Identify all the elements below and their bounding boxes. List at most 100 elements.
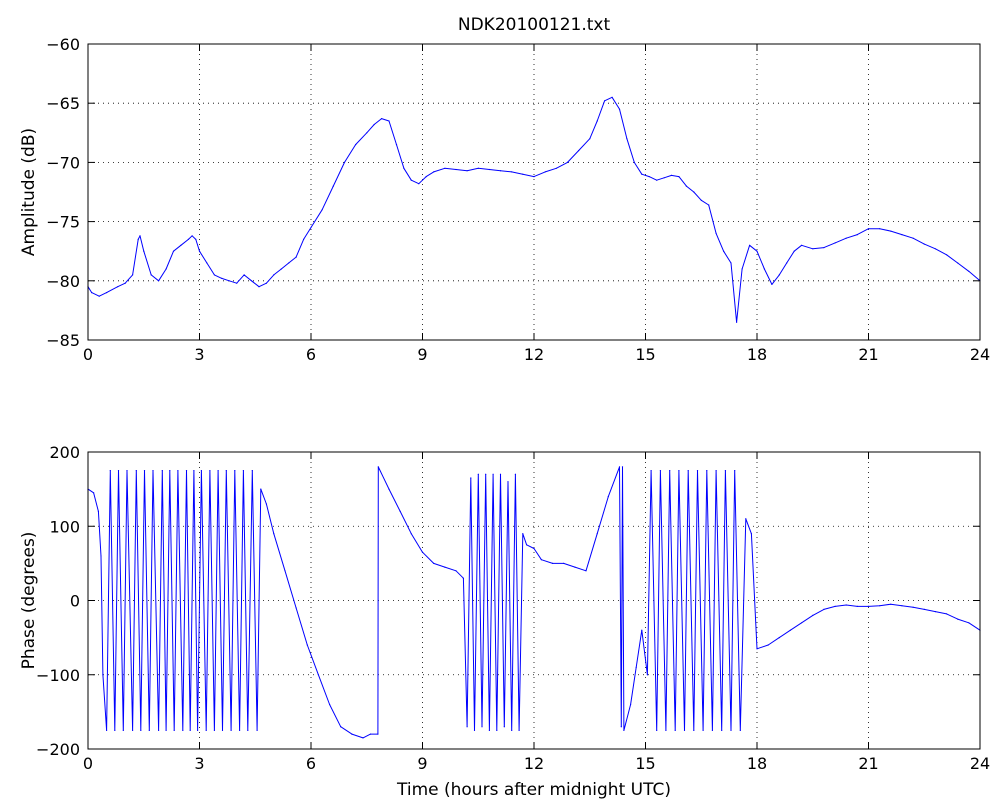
amplitude-data-point (934, 248, 937, 250)
phase-data-point (706, 470, 708, 472)
amplitude-data-point (656, 179, 658, 181)
amplitude-data-point (139, 235, 141, 237)
phase-data-point (242, 470, 244, 472)
amplitude-data-point (143, 250, 145, 252)
y-tick-label-100: −100 (36, 666, 80, 685)
amplitude-data-point (466, 170, 468, 172)
phase-data-point (251, 470, 253, 472)
amplitude-data-point (388, 120, 390, 122)
phase-data-point (109, 470, 111, 472)
phase-data-point (635, 666, 637, 668)
amplitude-data-point (845, 237, 847, 239)
phase-data-point (901, 605, 903, 607)
phase-data-point (890, 603, 892, 605)
phase-data-point (239, 729, 241, 732)
amplitude-data-point (693, 191, 695, 193)
phase-data-point (620, 726, 622, 728)
y-tick-label-100: 100 (49, 517, 80, 536)
phase-data-point (499, 473, 502, 475)
phase-data-point (473, 729, 476, 732)
phase-data-point (856, 605, 858, 608)
phase-data-point (481, 726, 483, 728)
amplitude-data-point (611, 96, 613, 98)
phase-data-point (351, 733, 353, 735)
y-tick-label-75: −75 (46, 213, 80, 232)
phase-data-point (659, 470, 662, 472)
amplitude-data-point (736, 321, 738, 323)
y-tick-label-60: −60 (46, 35, 80, 54)
phase-data-point (421, 551, 424, 553)
amplitude-data-point (730, 262, 732, 264)
phase-data-point (177, 470, 179, 472)
amplitude-data-point (511, 171, 513, 173)
phase-data-point (260, 488, 262, 490)
amplitude-data-point (355, 144, 357, 146)
phase-data-point (767, 644, 769, 646)
phase-data-point (630, 703, 632, 706)
x-tick-label-24: 24 (970, 345, 990, 364)
amplitude-data-point (544, 171, 546, 173)
x-tick-label-18: 18 (747, 754, 767, 773)
x-tick-label-21: 21 (858, 754, 878, 773)
phase-data-point (126, 470, 128, 472)
phase-data-point (683, 729, 686, 732)
phase-panel: 0 3 6 9 12 15 18 21 24 −200 −100 0 100 200 Phase (degr… (19, 443, 990, 800)
amplitude-data-point (968, 270, 970, 272)
phase-data-point (492, 473, 494, 475)
amplitude-data-point (444, 167, 446, 169)
amplitude-data-point (288, 262, 290, 264)
amplitude-data-point (250, 280, 253, 282)
phase-series-line (87, 466, 981, 739)
amplitude-data-point (488, 168, 490, 171)
y-tick-label-65: −65 (46, 94, 80, 113)
x-tick-label-3: 3 (194, 754, 204, 773)
phase-data-point (158, 729, 160, 732)
phase-data-point (140, 729, 142, 732)
phase-data-point (650, 470, 652, 472)
phase-data-point (377, 466, 379, 468)
phase-data-point (678, 470, 680, 472)
phase-data-point (623, 729, 625, 732)
amplitude-data-point (410, 179, 412, 181)
amplitude-data-point (381, 118, 383, 120)
amplitude-data-point (700, 199, 702, 201)
x-tick-label-0: 0 (83, 754, 93, 773)
amplitude-data-point (221, 277, 223, 279)
amplitude-data-point (778, 274, 780, 276)
amplitude-data-point (265, 282, 267, 284)
phase-data-point (161, 470, 163, 472)
amplitude-data-point (332, 185, 334, 187)
amplitude-data-point (228, 280, 230, 282)
amplitude-data-point (890, 230, 892, 232)
phase-data-point (756, 648, 758, 650)
phase-data-point (789, 629, 792, 631)
amplitude-data-point (670, 174, 673, 176)
y-tick-label-200: 200 (49, 443, 80, 462)
amplitude-data-point (856, 234, 858, 236)
phase-data-point (934, 611, 937, 613)
phase-data-point (585, 570, 587, 572)
phase-data-point (122, 729, 124, 732)
x-tick-label-9: 9 (417, 345, 427, 364)
phase-data-point (665, 729, 667, 732)
phase-data-point (488, 729, 490, 732)
phase-data-point (106, 729, 108, 732)
amplitude-data-point (555, 167, 557, 169)
amplitude-data-point (834, 242, 836, 244)
phase-data-point (522, 533, 524, 535)
phase-data-point (503, 726, 505, 728)
amplitude-data-point (395, 144, 398, 146)
amplitude-data-point (137, 238, 139, 240)
phase-data-point (687, 470, 689, 472)
phase-data-point (621, 466, 624, 468)
amplitude-data-point (165, 268, 167, 270)
amplitude-data-point (172, 250, 175, 252)
amplitude-data-point (366, 132, 368, 134)
plot-frame (87, 43, 981, 341)
phase-data-point (507, 481, 509, 483)
y-tick-label-85: −85 (46, 331, 80, 350)
amplitude-data-point (206, 262, 208, 264)
phase-data-point (552, 562, 554, 565)
phase-data-point (477, 473, 479, 475)
amplitude-data-point (641, 173, 643, 175)
